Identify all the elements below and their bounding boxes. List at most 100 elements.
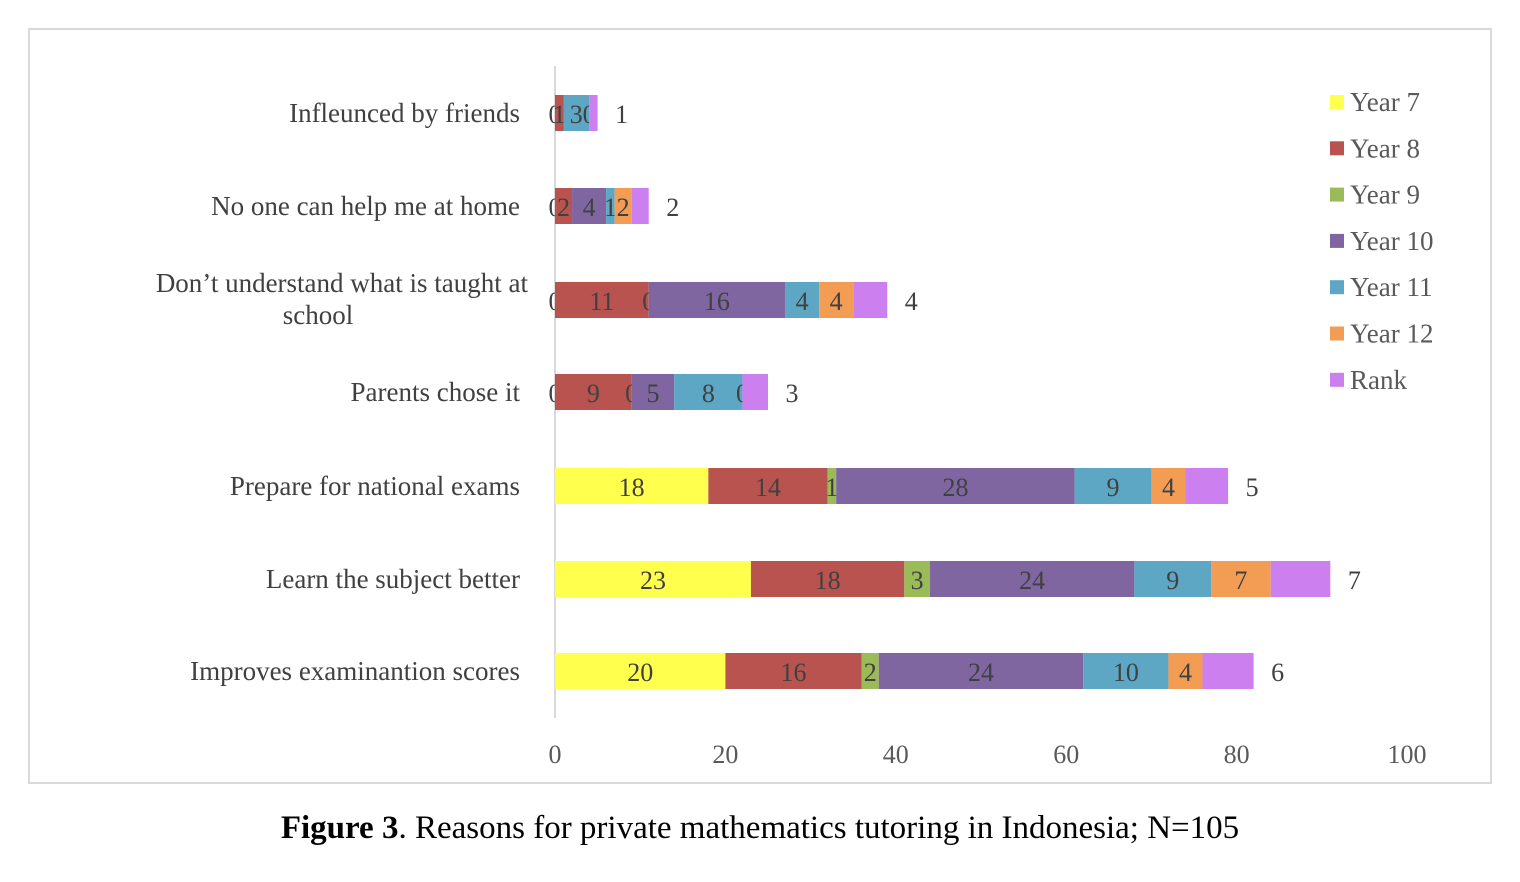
bar-segment — [606, 188, 615, 224]
data-label: 8 — [702, 379, 715, 408]
data-label: 4 — [1162, 473, 1175, 502]
chart-frame: 0 20 40 60 80 100 Infleunced by friends No one … — [28, 28, 1492, 784]
category-label: school — [283, 300, 354, 330]
bar-segment — [708, 468, 828, 504]
data-label: 2 — [666, 193, 679, 222]
bar-segment — [555, 95, 564, 131]
data-label: 3 — [911, 566, 924, 595]
x-tick-label: 100 — [1388, 740, 1427, 769]
data-label: 4 — [1179, 658, 1192, 687]
bar-segment — [555, 653, 726, 689]
bar-segment — [674, 374, 743, 410]
data-label: 18 — [815, 566, 841, 595]
bar-segment — [555, 374, 632, 410]
legend-swatch — [1330, 141, 1344, 156]
data-label: 3 — [786, 379, 799, 408]
bar-segment — [1168, 653, 1203, 689]
bar-segment — [1185, 468, 1229, 504]
data-label: 4 — [905, 287, 918, 316]
category-label: Don’t understand what is taught at — [156, 268, 529, 298]
bar-segment — [631, 374, 675, 410]
data-label: 1 — [615, 100, 628, 129]
category-label: Infleunced by friends — [289, 98, 520, 128]
legend-swatch — [1330, 187, 1344, 202]
data-label: 24 — [1019, 566, 1045, 595]
bar-segment — [555, 188, 573, 224]
data-label: 7 — [1234, 566, 1247, 595]
data-label: 1 — [553, 100, 566, 129]
x-tick-label: 40 — [883, 740, 909, 769]
data-label: 1 — [825, 473, 838, 502]
data-label: 9 — [1107, 473, 1120, 502]
data-label: 2 — [557, 193, 570, 222]
data-label: 5 — [646, 379, 659, 408]
bar-segment — [589, 95, 598, 131]
bar-segment — [614, 188, 632, 224]
bar-segment — [750, 561, 905, 597]
x-tick-label: 60 — [1053, 740, 1079, 769]
bar-segment — [853, 282, 888, 318]
legend-swatch — [1330, 326, 1344, 341]
legend-label: Year 8 — [1350, 133, 1420, 163]
legend-label: Year 11 — [1350, 272, 1433, 302]
bar-segment — [563, 95, 590, 131]
bar-segment — [1134, 561, 1212, 597]
data-label: 9 — [587, 379, 600, 408]
data-label: 7 — [1348, 566, 1361, 595]
legend-swatch — [1330, 95, 1344, 109]
data-label: 6 — [1271, 658, 1284, 687]
bar-segment — [555, 468, 709, 504]
legend-swatch — [1330, 372, 1344, 387]
data-label: 20 — [627, 658, 653, 687]
bar-segment — [742, 374, 768, 410]
category-label: Improves examinantion scores — [190, 656, 520, 686]
x-tick-label: 20 — [712, 740, 738, 769]
bar-segment — [1202, 653, 1254, 689]
x-tick-label: 0 — [549, 740, 562, 769]
bar-segment — [785, 282, 820, 318]
data-label: 3 — [570, 100, 583, 129]
bar-segment — [861, 653, 879, 689]
data-label: 23 — [640, 566, 666, 595]
bar-segment — [827, 468, 837, 504]
bar-segment — [631, 188, 649, 224]
bar-segment — [572, 188, 607, 224]
bar-segment — [904, 561, 930, 597]
data-label: 5 — [1246, 473, 1259, 502]
category-label: Parents chose it — [351, 377, 521, 407]
category-label: No one can help me at home — [211, 191, 520, 221]
data-label: 2 — [617, 193, 630, 222]
bar-segment — [725, 653, 862, 689]
bar-segment — [555, 561, 751, 597]
bar-segment — [1211, 561, 1271, 597]
bar-segment — [648, 282, 786, 318]
legend-swatch — [1330, 280, 1344, 295]
data-label: 4 — [830, 287, 843, 316]
bar-segment — [929, 561, 1135, 597]
legend-label: Rank — [1350, 365, 1407, 395]
data-label: 28 — [942, 473, 968, 502]
data-label: 9 — [1166, 566, 1179, 595]
data-label: 14 — [755, 473, 781, 502]
data-label: 1 — [604, 193, 617, 222]
data-label: 24 — [968, 658, 994, 687]
legend-swatch — [1330, 233, 1344, 248]
data-label: 16 — [704, 287, 730, 316]
category-label: Learn the subject better — [266, 564, 520, 594]
figure-caption: Figure 3. Reasons for private mathematic… — [0, 810, 1520, 847]
data-label: 10 — [1113, 658, 1139, 687]
x-tick-label: 80 — [1224, 740, 1250, 769]
legend-label: Year 7 — [1350, 87, 1420, 117]
category-label: Prepare for national exams — [230, 471, 520, 501]
bar-segment — [1151, 468, 1186, 504]
stacked-bar-chart: 0 20 40 60 80 100 Infleunced by friends No one … — [156, 66, 1434, 769]
data-label: 18 — [619, 473, 645, 502]
data-label: 2 — [864, 658, 877, 687]
bar-segment — [878, 653, 1084, 689]
figure-caption-text: . Reasons for private mathematics tutori… — [398, 810, 1240, 846]
bar-segment — [1083, 653, 1169, 689]
legend-label: Year 9 — [1350, 180, 1420, 210]
data-label: 11 — [589, 287, 614, 316]
bar-segment — [555, 282, 649, 318]
data-label: 16 — [781, 658, 807, 687]
